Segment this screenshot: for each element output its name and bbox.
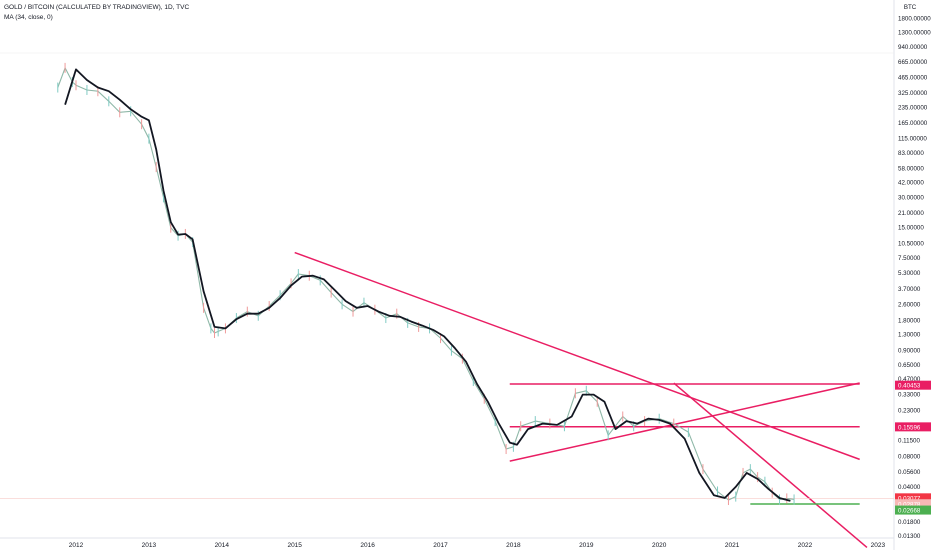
y-tick-label: 0.90000 bbox=[898, 348, 921, 355]
price-badge bbox=[895, 380, 931, 390]
y-tick-label: 165.00000 bbox=[898, 120, 928, 127]
y-tick-label: 30.00000 bbox=[898, 194, 924, 201]
ma-series-line bbox=[64, 68, 791, 502]
price-badge bbox=[895, 505, 931, 515]
x-tick-label: 2015 bbox=[287, 542, 302, 549]
y-tick-label: 2.60000 bbox=[898, 301, 921, 308]
x-tick-label: 2023 bbox=[871, 542, 886, 549]
price-badge-label: 0.03077 bbox=[898, 495, 921, 502]
y-tick-label: 0.05600 bbox=[898, 469, 921, 476]
y-tick-label: 0.01800 bbox=[898, 519, 921, 526]
y-tick-label: 465.00000 bbox=[898, 75, 928, 82]
price-badge bbox=[895, 499, 931, 509]
y-tick-label: 940.00000 bbox=[898, 44, 928, 51]
y-tick-label: 0.04000 bbox=[898, 484, 921, 491]
x-tick-label: 2017 bbox=[433, 542, 448, 549]
y-tick-label: 83.00000 bbox=[898, 150, 924, 157]
y-tick-label: 0.23000 bbox=[898, 407, 921, 414]
y-tick-label: 1300.00000 bbox=[898, 30, 931, 37]
y-tick-label: 5.30000 bbox=[898, 270, 921, 277]
y-tick-label: 1800.00000 bbox=[898, 15, 931, 22]
ma-indicator-label[interactable]: MA (34, close, 0) bbox=[4, 14, 53, 21]
trendline[interactable] bbox=[509, 382, 860, 462]
y-tick-label: 0.65000 bbox=[898, 362, 921, 369]
x-tick-label: 2013 bbox=[142, 542, 157, 549]
y-tick-label: 1.30000 bbox=[898, 332, 921, 339]
price-badge bbox=[895, 422, 931, 432]
y-tick-label: 235.00000 bbox=[898, 104, 928, 111]
x-tick-label: 2014 bbox=[215, 542, 230, 549]
x-tick-label: 2018 bbox=[506, 542, 521, 549]
y-tick-label: 58.00000 bbox=[898, 166, 924, 173]
symbol-title[interactable]: GOLD / BITCOIN (CALCULATED BY TRADINGVIE… bbox=[4, 4, 190, 11]
price-badge bbox=[895, 493, 931, 503]
trendline[interactable] bbox=[294, 251, 860, 461]
x-tick-label: 2020 bbox=[652, 542, 667, 549]
x-tick-label: 2019 bbox=[579, 542, 594, 549]
y-tick-label: 7.50000 bbox=[898, 255, 921, 262]
price-badge-label: 0.02668 bbox=[898, 508, 921, 515]
y-tick-label: 42.00000 bbox=[898, 180, 924, 187]
y-tick-label: 15.00000 bbox=[898, 225, 924, 232]
series-layer bbox=[0, 52, 894, 506]
chart-legend: GOLD / BITCOIN (CALCULATED BY TRADINGVIE… bbox=[4, 3, 189, 23]
y-tick-label: 0.01300 bbox=[898, 533, 921, 540]
price-axis[interactable]: 1800.00000 1300.00000 940.00000 665.00000 46… bbox=[898, 15, 931, 540]
trendlines-layer bbox=[294, 251, 868, 549]
x-tick-label: 2012 bbox=[69, 542, 84, 549]
y-tick-label: 115.00000 bbox=[898, 136, 927, 143]
x-tick-label: 2021 bbox=[725, 542, 740, 549]
x-tick-label: 2016 bbox=[360, 542, 375, 549]
axis-currency-label: BTC bbox=[904, 4, 917, 11]
y-tick-label: 0.33000 bbox=[898, 392, 921, 399]
y-tick-label: 21.00000 bbox=[898, 210, 924, 217]
y-tick-label: 0.11500 bbox=[898, 438, 920, 445]
time-axis[interactable]: 2012 2013 2014 2015 2016 2017 2018 2019 2020 2021… bbox=[69, 542, 886, 549]
y-tick-label: 1.80000 bbox=[898, 317, 921, 324]
y-tick-label: 10.50000 bbox=[898, 240, 924, 247]
y-tick-label: 0.08000 bbox=[898, 454, 921, 461]
y-tick-label: 325.00000 bbox=[898, 90, 928, 97]
y-tick-label: 665.00000 bbox=[898, 59, 928, 66]
trendline[interactable] bbox=[673, 382, 868, 549]
x-tick-label: 2022 bbox=[798, 542, 813, 549]
y-tick-label: 0.47000 bbox=[898, 376, 921, 383]
price-badge-label: 0.02878 bbox=[898, 501, 921, 508]
price-badge-label: 0.15596 bbox=[898, 424, 921, 431]
y-tick-label: 3.70000 bbox=[898, 286, 921, 293]
price-badge-label: 0.40453 bbox=[898, 383, 921, 390]
